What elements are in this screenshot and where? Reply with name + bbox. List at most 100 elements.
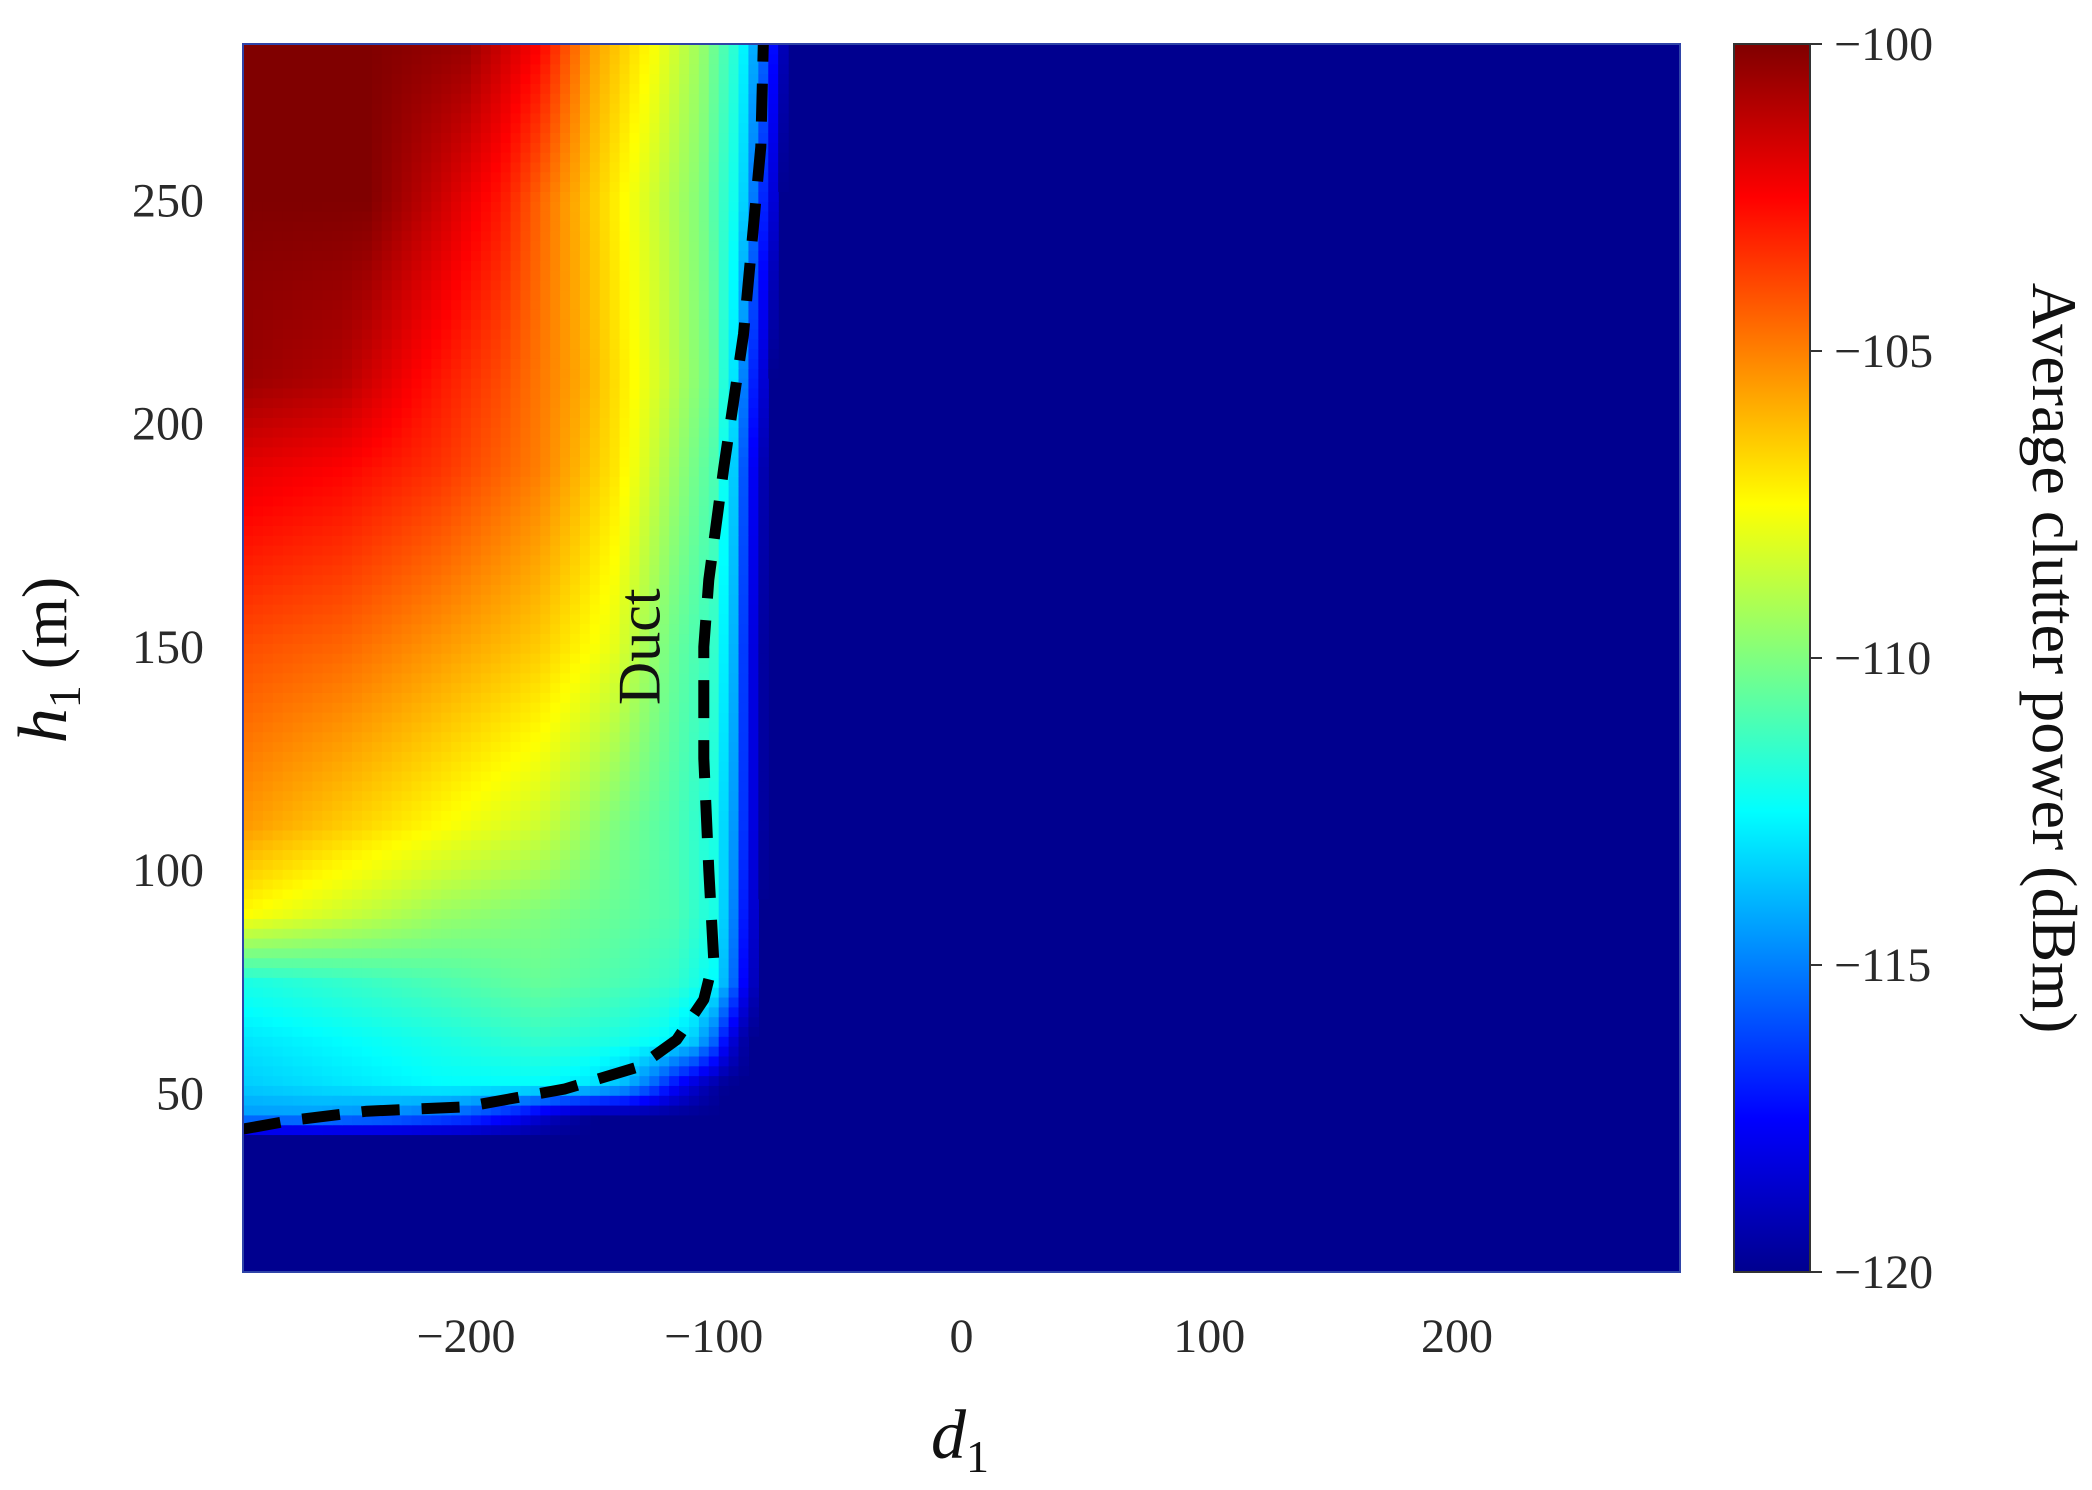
heatmap-cell xyxy=(619,761,631,772)
heatmap-cell xyxy=(738,378,750,389)
heatmap-cell xyxy=(530,623,541,635)
heatmap-cell xyxy=(500,427,512,438)
heatmap-cell xyxy=(698,1016,710,1027)
heatmap-cell xyxy=(748,545,759,556)
heatmap-cell xyxy=(282,1095,294,1106)
heatmap-cell xyxy=(302,918,313,929)
heatmap-cell xyxy=(401,633,413,644)
heatmap-cell xyxy=(530,810,541,821)
heatmap-cell xyxy=(540,849,551,860)
heatmap-cell xyxy=(649,947,660,959)
heatmap-cell xyxy=(431,820,442,831)
heatmap-cell xyxy=(500,1075,512,1086)
heatmap-cell xyxy=(520,319,531,330)
heatmap-cell xyxy=(500,820,512,831)
heatmap-cell xyxy=(461,996,472,1008)
heatmap-cell xyxy=(262,319,274,330)
heatmap-cell xyxy=(669,603,680,615)
heatmap-cell xyxy=(262,996,274,1008)
heatmap-cell xyxy=(272,309,284,320)
heatmap-cell xyxy=(381,230,393,242)
heatmap-cell xyxy=(361,1036,373,1047)
heatmap-cell xyxy=(688,564,700,576)
heatmap-cell xyxy=(312,947,323,959)
heatmap-cell xyxy=(461,358,472,369)
heatmap-cell xyxy=(570,987,581,998)
heatmap-cell xyxy=(361,653,373,664)
heatmap-cell xyxy=(669,545,680,556)
heatmap-cell xyxy=(252,525,264,536)
heatmap-cell xyxy=(332,387,343,399)
heatmap-cell xyxy=(659,436,670,448)
heatmap-cell xyxy=(540,957,551,969)
heatmap-cell xyxy=(312,299,323,310)
heatmap-cell xyxy=(322,250,333,261)
heatmap-cell xyxy=(570,829,581,841)
heatmap-cell xyxy=(679,309,690,320)
heatmap-cell xyxy=(371,967,383,978)
heatmap-cell xyxy=(520,446,531,458)
heatmap-cell xyxy=(659,368,670,379)
heatmap-cell xyxy=(421,643,432,654)
heatmap-cell xyxy=(570,859,581,870)
heatmap-cell xyxy=(361,574,373,585)
heatmap-cell xyxy=(302,996,313,1008)
heatmap-cell xyxy=(470,712,482,723)
heatmap-cell xyxy=(649,908,660,919)
heatmap-cell xyxy=(480,1065,492,1077)
heatmap-cell xyxy=(361,230,373,242)
heatmap-cell xyxy=(401,937,413,949)
heatmap-cell xyxy=(530,790,541,802)
heatmap-cell xyxy=(352,770,363,782)
heatmap-cell xyxy=(461,1065,472,1077)
heatmap-cell xyxy=(659,240,670,251)
heatmap-cell xyxy=(500,456,512,468)
heatmap-cell xyxy=(282,220,294,232)
heatmap-cell xyxy=(748,859,759,870)
heatmap-cell xyxy=(401,869,413,880)
heatmap-cell xyxy=(322,761,333,772)
heatmap-cell xyxy=(470,820,482,831)
heatmap-cell xyxy=(411,299,422,310)
heatmap-cell xyxy=(381,839,393,851)
heatmap-cell xyxy=(490,230,502,242)
heatmap-cell xyxy=(490,564,502,576)
heatmap-cell xyxy=(679,839,690,851)
heatmap-cell xyxy=(540,319,551,330)
heatmap-cell xyxy=(480,328,492,340)
heatmap-cell xyxy=(589,387,601,399)
heatmap-cell xyxy=(688,260,700,271)
heatmap-cell xyxy=(708,741,720,752)
heatmap-cell xyxy=(441,260,452,271)
heatmap-cell xyxy=(540,495,551,507)
heatmap-cell xyxy=(361,545,373,556)
heatmap-cell xyxy=(589,928,601,939)
heatmap-cell xyxy=(252,967,264,978)
heatmap-cell xyxy=(431,495,442,507)
heatmap-cell xyxy=(451,584,462,595)
heatmap-cell xyxy=(629,702,641,713)
heatmap-cell xyxy=(312,721,323,733)
heatmap-cell xyxy=(589,525,601,536)
heatmap-cell xyxy=(698,967,710,978)
heatmap-cell xyxy=(609,721,621,733)
heatmap-cell xyxy=(322,859,333,870)
heatmap-cell xyxy=(243,240,254,251)
heatmap-cell xyxy=(441,898,452,910)
heatmap-cell xyxy=(738,751,750,762)
heatmap-cell xyxy=(758,397,769,409)
heatmap-cell xyxy=(599,476,611,487)
heatmap-cell xyxy=(361,338,373,350)
heatmap-cell xyxy=(371,338,383,350)
heatmap-cell xyxy=(510,495,522,507)
heatmap-cell xyxy=(530,368,541,379)
heatmap-cell xyxy=(599,662,611,674)
heatmap-cell xyxy=(679,535,690,546)
heatmap-cell xyxy=(748,800,759,811)
heatmap-cell xyxy=(659,387,670,399)
heatmap-cell xyxy=(540,947,551,959)
heatmap-cell xyxy=(639,623,650,635)
heatmap-cell xyxy=(619,299,631,310)
heatmap-cell xyxy=(698,427,710,438)
heatmap-cell xyxy=(669,446,680,458)
